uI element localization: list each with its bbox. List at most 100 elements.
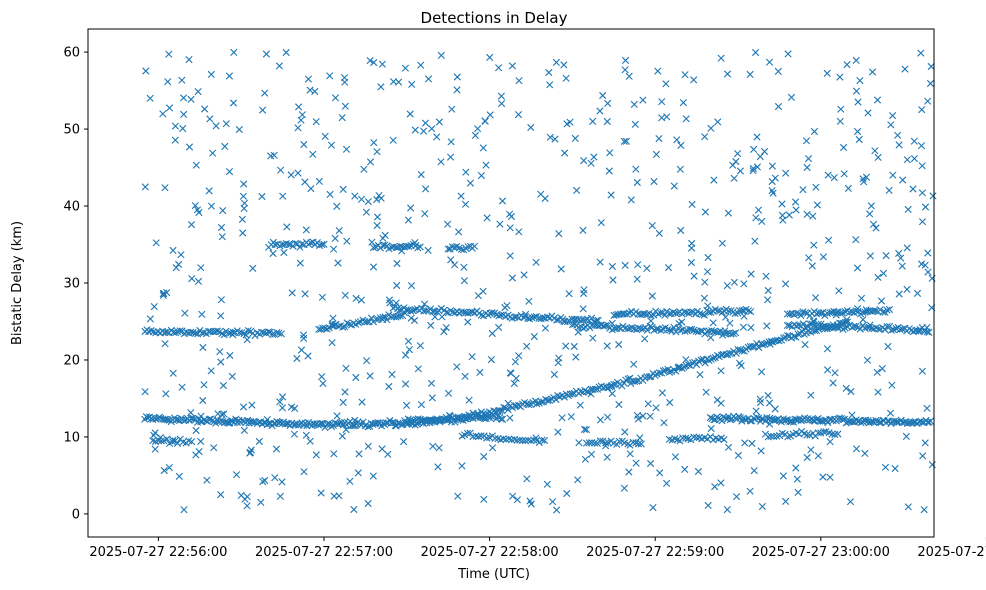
- detection-point: [718, 239, 726, 247]
- detection-point: [513, 313, 521, 321]
- detection-point: [243, 336, 251, 344]
- detection-point: [297, 346, 306, 354]
- x-axis: 2025-07-27 22:56:00 2025-07-27 22:57:00 20…: [89, 537, 986, 560]
- detection-point: [379, 234, 387, 242]
- detection-point: [746, 417, 754, 425]
- detection-point: [513, 496, 521, 504]
- detection-point: [662, 80, 670, 88]
- detection-point: [826, 438, 834, 446]
- detection-point: [198, 310, 206, 318]
- detection-point: [801, 341, 809, 349]
- detection-point: [807, 446, 815, 454]
- detection-point: [924, 268, 932, 276]
- detection-point: [420, 300, 429, 308]
- detection-point: [239, 192, 247, 200]
- detection-point: [188, 275, 196, 283]
- detection-point: [290, 430, 298, 438]
- detection-point: [808, 262, 816, 270]
- detection-point: [179, 124, 187, 133]
- detection-point: [899, 176, 907, 184]
- detection-point: [648, 292, 656, 300]
- detection-point: [803, 431, 811, 439]
- detection-point: [857, 294, 866, 302]
- detection-point: [654, 67, 662, 75]
- detection-point: [546, 81, 554, 89]
- detection-point: [435, 444, 443, 452]
- detection-point: [329, 314, 337, 322]
- detection-point: [338, 114, 346, 122]
- detection-point: [346, 477, 354, 485]
- detection-point: [225, 72, 233, 80]
- detection-point: [210, 444, 218, 452]
- detection-point: [866, 252, 874, 260]
- detection-point: [150, 303, 158, 311]
- detection-point: [341, 388, 349, 396]
- detection-point: [752, 48, 760, 57]
- detection-point: [704, 302, 712, 310]
- detection-point: [194, 277, 203, 285]
- detection-point: [331, 94, 340, 102]
- detection-point: [579, 305, 587, 313]
- detection-point: [247, 446, 255, 454]
- detection-point: [232, 471, 241, 479]
- detection-point: [587, 450, 596, 458]
- detection-point: [676, 165, 684, 173]
- detection-point: [804, 155, 813, 163]
- detection-point: [307, 185, 315, 193]
- detection-point: [918, 106, 926, 114]
- detection-point: [550, 370, 558, 379]
- detection-point: [465, 396, 473, 404]
- detection-point: [829, 379, 837, 387]
- detection-point: [479, 144, 487, 152]
- detection-point: [318, 293, 326, 301]
- detection-point: [507, 369, 515, 377]
- detection-point: [763, 322, 771, 330]
- detection-point: [407, 314, 415, 322]
- detection-point: [767, 432, 775, 440]
- detection-point: [197, 264, 205, 272]
- detection-point: [625, 468, 633, 476]
- detection-point: [917, 49, 925, 57]
- detection-point: [217, 312, 225, 320]
- detection-point: [261, 476, 269, 485]
- detection-point: [750, 145, 758, 153]
- detection-point: [589, 117, 597, 125]
- detection-point: [748, 439, 756, 448]
- detection-point: [919, 452, 927, 460]
- detection-point: [255, 437, 263, 446]
- detection-point: [395, 78, 403, 86]
- detection-point: [580, 425, 589, 433]
- detection-point: [508, 274, 516, 282]
- detection-point: [898, 325, 906, 333]
- detection-point: [543, 313, 552, 321]
- detection-point: [340, 74, 349, 82]
- detection-point: [429, 442, 437, 450]
- detection-point: [315, 241, 324, 250]
- detection-point: [626, 450, 634, 458]
- detection-point: [606, 383, 614, 391]
- detection-point: [298, 240, 306, 248]
- detection-point: [351, 192, 359, 200]
- detection-point: [228, 372, 236, 380]
- detection-point: [221, 142, 229, 150]
- detection-point: [661, 311, 669, 319]
- detection-point: [312, 451, 320, 459]
- detection-point: [560, 61, 568, 69]
- detection-point: [217, 417, 225, 425]
- detection-point: [673, 136, 681, 144]
- detection-point: [563, 489, 571, 498]
- detection-point: [341, 291, 349, 299]
- detection-point: [368, 238, 376, 246]
- detection-point: [799, 320, 807, 328]
- detection-point: [453, 363, 461, 371]
- detection-point: [316, 420, 324, 428]
- detection-point: [852, 445, 861, 453]
- detection-point: [665, 310, 673, 318]
- detection-point: [346, 320, 354, 328]
- detection-point: [924, 97, 932, 105]
- detection-point: [831, 369, 839, 377]
- detection-point: [835, 287, 843, 295]
- detection-point: [696, 371, 704, 379]
- detection-point: [652, 404, 660, 412]
- detection-point: [755, 343, 763, 352]
